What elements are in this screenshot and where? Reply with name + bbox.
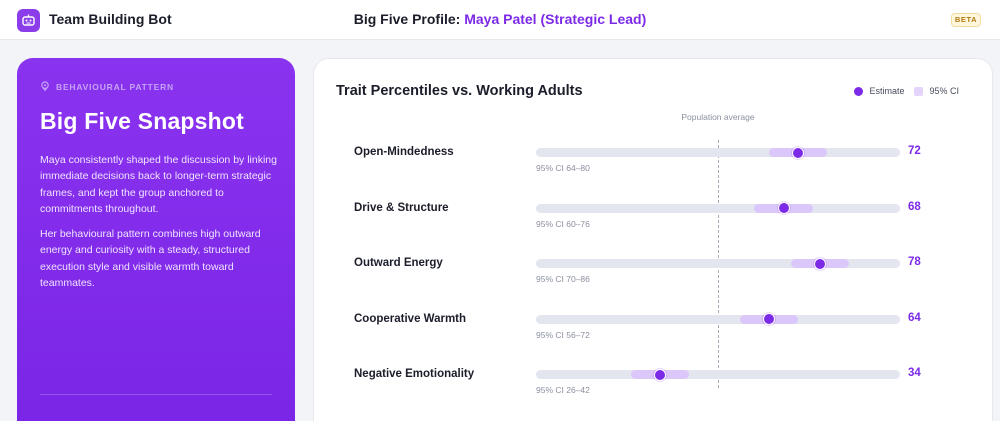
ci-label: 95% CI 70–86 (536, 274, 590, 284)
trait-score: 64 (908, 311, 921, 324)
trait-track (536, 146, 900, 159)
trait-row: Negative Emotionality 95% CI 26–42 34 (314, 367, 994, 408)
estimate-dot (813, 257, 826, 270)
trait-track (536, 257, 900, 270)
legend-estimate-swatch (854, 86, 864, 96)
trait-score: 34 (908, 367, 921, 379)
app-name: Team Building Bot (49, 11, 172, 27)
bot-logo-icon (17, 9, 40, 32)
trait-row: Outward Energy 95% CI 70–86 78 (314, 256, 994, 297)
chart-title: Trait Percentiles vs. Working Adults (336, 83, 583, 99)
trait-row: Open-Mindedness 95% CI 64–80 72 (314, 145, 994, 186)
trait-label: Outward Energy (354, 257, 443, 269)
trait-track (536, 368, 900, 381)
estimate-dot (792, 146, 805, 159)
snapshot-divider (40, 394, 272, 395)
pin-icon (40, 81, 50, 93)
trait-score: 68 (908, 200, 921, 213)
estimate-dot (777, 202, 790, 214)
top-bar: Team Building Bot Big Five Profile: Maya… (0, 0, 1000, 40)
trait-track (536, 202, 900, 214)
beta-badge: BETA (951, 13, 981, 27)
snapshot-paragraph: Her behavioural pattern combines high ou… (40, 228, 261, 289)
trait-label: Cooperative Warmth (354, 312, 467, 325)
profile-person: Maya Patel (Strategic Lead) (464, 11, 647, 27)
trait-label: Drive & Structure (354, 201, 449, 214)
legend-ci: 95% CI (914, 86, 959, 96)
page-title-prefix: Big Five Profile: (353, 11, 465, 27)
ci-label: 95% CI 56–72 (536, 329, 590, 340)
trait-score: 72 (908, 145, 921, 157)
snapshot-eyebrow: BEHAVIOURAL PATTERN (40, 81, 174, 93)
population-average-label: Population average (681, 112, 755, 122)
legend-estimate: Estimate (854, 86, 904, 96)
legend-ci-swatch (914, 86, 924, 96)
trait-row: Cooperative Warmth 95% CI 56–72 64 (314, 311, 994, 353)
trait-score: 78 (908, 256, 921, 268)
trait-label: Negative Emotionality (354, 368, 475, 380)
snapshot-eyebrow-label: BEHAVIOURAL PATTERN (56, 82, 174, 92)
trait-track (536, 313, 900, 325)
estimate-dot (653, 368, 666, 381)
ci-label: 95% CI 60–76 (536, 218, 590, 229)
chart-legend: Estimate 95% CI (854, 86, 959, 96)
ci-label: 95% CI 26–42 (536, 385, 590, 395)
ci-label: 95% CI 64–80 (536, 163, 590, 173)
snapshot-card: BEHAVIOURAL PATTERN Big Five Snapshot Ma… (17, 58, 295, 421)
trait-chart-panel: Trait Percentiles vs. Working Adults Est… (313, 58, 993, 421)
snapshot-paragraph: Maya consistently shaped the discussion … (40, 154, 277, 215)
trait-row: Drive & Structure 95% CI 60–76 68 (314, 200, 994, 242)
legend-estimate-label: Estimate (869, 86, 905, 96)
estimate-dot (762, 313, 775, 325)
snapshot-title: Big Five Snapshot (40, 108, 245, 134)
legend-ci-label: 95% CI (929, 86, 959, 96)
trait-label: Open-Mindedness (354, 146, 454, 158)
page-title: Big Five Profile: Maya Patel (Strategic … (0, 11, 1000, 27)
